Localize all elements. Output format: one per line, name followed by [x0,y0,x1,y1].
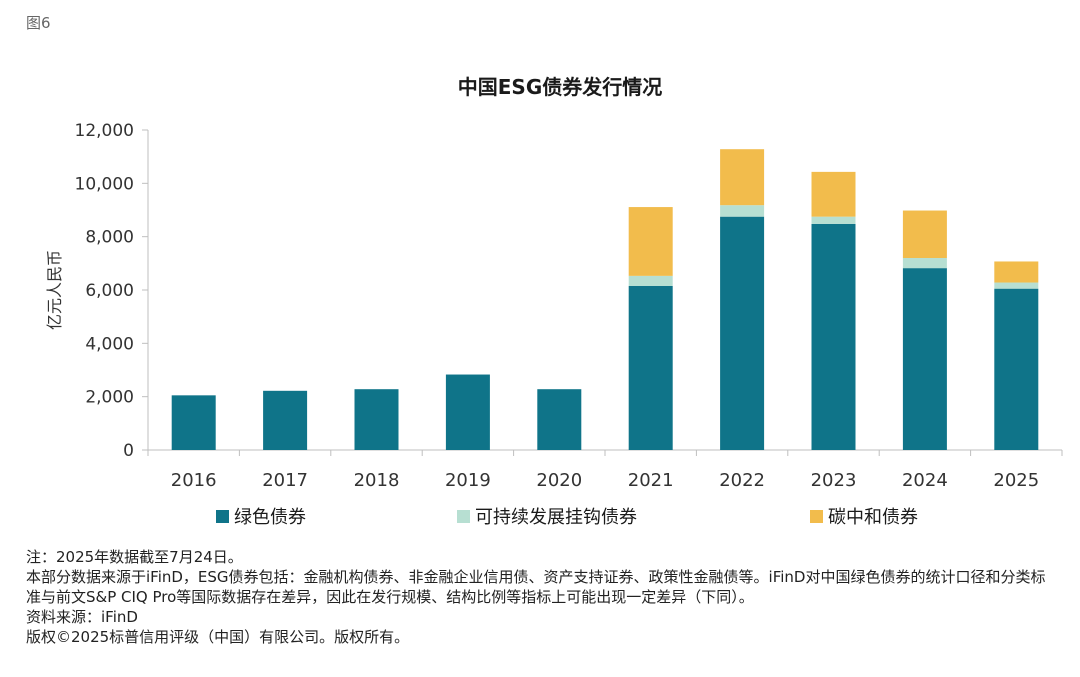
legend-sustainability-linked-bond-swatch [457,510,470,523]
bar-carbon-neutral-bond-2023 [811,171,856,217]
y-tick-label: 6,000 [85,281,134,301]
x-tick-label: 2019 [445,470,491,491]
bar-carbon-neutral-bond-2021 [628,207,673,276]
bar-green-bond-2016 [171,395,216,450]
bar-sustainability-linked-bond-2022 [720,205,765,217]
bar-green-bond-2022 [720,216,765,450]
legend-green-bond-label: 绿色债券 [234,507,306,528]
x-tick-label: 2024 [902,470,948,491]
y-tick-label: 10,000 [75,174,134,194]
bar-green-bond-2017 [263,390,308,450]
x-tick-label: 2020 [536,470,582,491]
y-axis-label: 亿元人民币 [45,250,64,330]
bar-green-bond-2019 [445,374,490,450]
esg-bond-issuance-chart: 中国ESG债券发行情况亿元人民币 0 2,000 4,000 6,000 8,000 10,… [0,60,1080,550]
legend-carbon-neutral-bond-label: 碳中和债券 [828,507,918,528]
chart-title: 中国ESG债券发行情况 [458,75,662,99]
bar-sustainability-linked-bond-2023 [811,216,856,224]
bar-green-bond-2020 [537,389,582,450]
chart-notes: 注：2025年数据截至7月24日。 本部分数据来源于iFinD，ESG债券包括：… [26,547,1056,647]
y-tick-label: 0 [123,441,134,461]
bar-carbon-neutral-bond-2025 [994,261,1039,283]
x-tick-label: 2025 [993,470,1039,491]
note-source: 资料来源：iFinD [26,608,138,626]
bar-green-bond-2023 [811,223,856,450]
x-tick-label: 2016 [171,470,217,491]
y-tick-label: 4,000 [85,334,134,354]
note-date: 注：2025年数据截至7月24日。 [26,548,243,566]
bar-sustainability-linked-bond-2021 [628,275,673,286]
bar-sustainability-linked-bond-2024 [902,258,947,269]
figure-label: 图6 [26,14,51,32]
bar-carbon-neutral-bond-2024 [902,210,947,258]
x-tick-label: 2022 [719,470,765,491]
bar-green-bond-2024 [902,268,947,450]
legend-sustainability-linked-bond-label: 可持续发展挂钩债券 [475,507,637,528]
x-tick-label: 2021 [628,470,674,491]
x-tick-label: 2017 [262,470,308,491]
bar-green-bond-2025 [994,288,1039,450]
legend-carbon-neutral-bond-swatch [810,510,823,523]
x-tick-label: 2023 [811,470,857,491]
note-data-source-description: 本部分数据来源于iFinD，ESG债券包括：金融机构债券、非金融企业信用债、资产… [26,568,1046,606]
bar-sustainability-linked-bond-2025 [994,282,1039,289]
y-tick-label: 2,000 [85,388,134,408]
y-tick-label: 8,000 [85,228,134,248]
bar-green-bond-2018 [354,389,399,450]
x-tick-label: 2018 [354,470,400,491]
bar-green-bond-2021 [628,286,673,450]
legend-green-bond-swatch [216,510,229,523]
y-tick-label: 12,000 [75,121,134,141]
note-copyright: 版权©2025标普信用评级（中国）有限公司。版权所有。 [26,628,410,646]
bar-carbon-neutral-bond-2022 [720,149,765,206]
